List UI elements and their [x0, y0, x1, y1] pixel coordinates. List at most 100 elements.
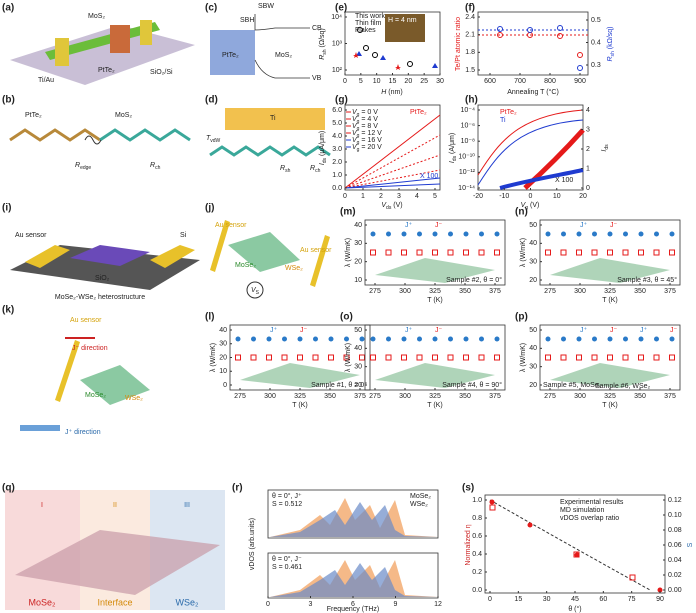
x-tick-label: 5	[433, 193, 437, 200]
metal	[210, 30, 255, 75]
marker	[560, 354, 567, 361]
label: III	[184, 502, 190, 509]
panel-label: (p)	[515, 312, 528, 323]
label: X 100	[555, 177, 573, 184]
x-tick-label: 275	[544, 288, 556, 295]
label: Sample #5, MoSe₂	[543, 382, 602, 389]
text-part: (μA/μm)	[319, 131, 326, 158]
marker	[638, 249, 644, 256]
legend-entry: Vg = 8 V	[352, 123, 378, 132]
y-tick-label: 1.8	[465, 49, 475, 56]
y-axis-label: Rsh (Ω/sq)	[319, 28, 328, 60]
legend-entry: Vg = 20 V	[352, 144, 382, 153]
marker	[432, 231, 438, 237]
label: VB	[312, 75, 322, 82]
x-tick-label: 12	[434, 601, 442, 608]
label: θ = 0°, J⁺	[272, 492, 302, 500]
y-tick-label: 4.0	[332, 133, 342, 140]
marker	[669, 249, 675, 256]
axis: 0.3 0.4 0.5	[586, 17, 601, 69]
y-axis-label: Te/Pt atomic ratio	[455, 17, 462, 71]
marker	[312, 354, 319, 361]
marker	[313, 336, 318, 342]
lattice	[228, 232, 300, 272]
x-tick-label: 350	[459, 393, 471, 400]
x-tick-label: 350	[634, 393, 646, 400]
marker	[370, 354, 376, 361]
axis: 600 700 800 900	[484, 73, 586, 85]
marker	[669, 231, 675, 237]
panel-label: (m)	[340, 207, 356, 218]
x-tick-label: 0	[343, 78, 347, 85]
marker	[328, 354, 334, 361]
lattice	[209, 145, 331, 157]
vdos	[270, 563, 438, 597]
x-tick-label: 0	[343, 193, 347, 200]
text-part: ds	[604, 144, 610, 150]
label: SBH	[240, 17, 254, 24]
marker	[669, 336, 675, 342]
x-tick-label: -20	[473, 193, 483, 200]
panel-b	[9, 128, 191, 145]
axis: 0.00 0.02 0.04 0.06 0.08 0.10 0.12	[663, 497, 682, 594]
y-tick-label: 0.06	[668, 542, 682, 549]
inset-label: H = 4 nm	[388, 17, 417, 24]
panel-label: (c)	[205, 3, 217, 14]
label: θ = 0°, J⁻	[272, 555, 302, 563]
y-tick-label: 40	[529, 240, 537, 247]
marker	[638, 354, 644, 361]
marker	[235, 354, 241, 361]
label: SiO₂	[95, 275, 110, 282]
panel-label: (r)	[232, 483, 243, 494]
y-axis-label: λ (W/mK)	[345, 343, 352, 372]
markers	[353, 27, 438, 70]
marker	[447, 354, 454, 361]
x-tick-label: 375	[664, 288, 676, 295]
text-part: sh	[322, 49, 328, 55]
marker	[250, 354, 257, 361]
marker	[297, 336, 303, 342]
curves	[477, 109, 585, 190]
label: J⁻ direction	[72, 345, 108, 352]
plot-frame	[267, 489, 439, 539]
x-tick-label: 275	[234, 393, 246, 400]
marker	[653, 354, 660, 361]
marker	[401, 231, 407, 237]
y-tick-label: 0.6	[472, 533, 482, 540]
marker	[417, 231, 422, 237]
x-tick-label: -10	[499, 193, 509, 200]
marker	[545, 336, 551, 342]
ti-contact	[225, 108, 325, 130]
x-tick-label: 325	[604, 393, 616, 400]
x-tick-label: 300	[264, 393, 276, 400]
y-tick-label: 20	[354, 382, 362, 389]
label: X 100	[420, 173, 438, 180]
marker	[545, 231, 551, 237]
label: Au sensor	[70, 317, 102, 324]
marker	[282, 336, 287, 342]
resistor	[84, 135, 102, 145]
marker	[370, 336, 376, 342]
panel-o: (o) J⁺ J⁻ Sample #4, θ = 90° T (K) λ (W/mK) 27…	[340, 312, 506, 409]
label: Sample #4, θ = 90°	[442, 381, 502, 389]
label: SiO₂/Si	[150, 69, 173, 76]
panel-a	[10, 20, 195, 85]
x-tick-label: 275	[369, 288, 381, 295]
x-tick-label: 9	[394, 601, 398, 608]
text-part: I	[319, 163, 326, 165]
x-tick-label: 30	[436, 78, 444, 85]
text-part: T	[206, 135, 211, 142]
legend-entry: J⁺	[405, 222, 413, 229]
y-axis-label: λ (W/mK)	[345, 238, 352, 267]
electrode	[210, 220, 230, 272]
x-tick-label: 275	[369, 393, 381, 400]
electrode	[150, 245, 195, 268]
x-tick-label: 300	[399, 288, 411, 295]
marker	[545, 249, 551, 256]
x-tick-label: 0	[488, 596, 492, 603]
x-tick-label: 300	[574, 288, 586, 295]
marker	[266, 336, 272, 342]
y-tick-label: 30	[354, 364, 362, 371]
marker	[622, 249, 629, 256]
x-tick-label: 900	[574, 78, 586, 85]
